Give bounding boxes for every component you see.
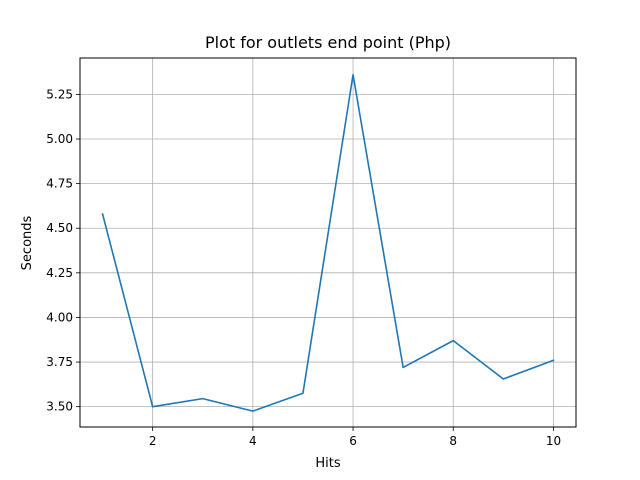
y-tick-label: 4.75 xyxy=(46,177,73,191)
y-tick-label: 3.50 xyxy=(46,400,73,414)
y-axis: 3.50 3.75 4.00 4.25 4.50 4.75 5.00 5.25 xyxy=(46,87,80,414)
grid xyxy=(80,58,576,427)
x-tick-label: 10 xyxy=(546,434,561,448)
y-tick-label: 5.25 xyxy=(46,87,73,101)
chart-title: Plot for outlets end point (Php) xyxy=(205,33,451,52)
y-tick-label: 4.00 xyxy=(46,310,73,324)
x-tick-label: 2 xyxy=(149,434,157,448)
plot-area xyxy=(80,58,576,427)
series-line xyxy=(101,73,555,412)
y-tick-label: 5.00 xyxy=(46,132,73,146)
data-series xyxy=(101,73,555,412)
x-axis-label: Hits xyxy=(315,456,340,471)
y-tick-label: 4.25 xyxy=(46,266,73,280)
x-tick-label: 4 xyxy=(249,434,257,448)
y-axis-label: Seconds xyxy=(20,215,35,270)
x-tick-label: 8 xyxy=(449,434,457,448)
axes-frame xyxy=(79,57,577,428)
x-axis: 2 4 6 8 10 xyxy=(149,427,561,448)
y-tick-label: 4.50 xyxy=(46,221,73,235)
y-tick-label: 3.75 xyxy=(46,355,73,369)
x-tick-label: 6 xyxy=(349,434,357,448)
